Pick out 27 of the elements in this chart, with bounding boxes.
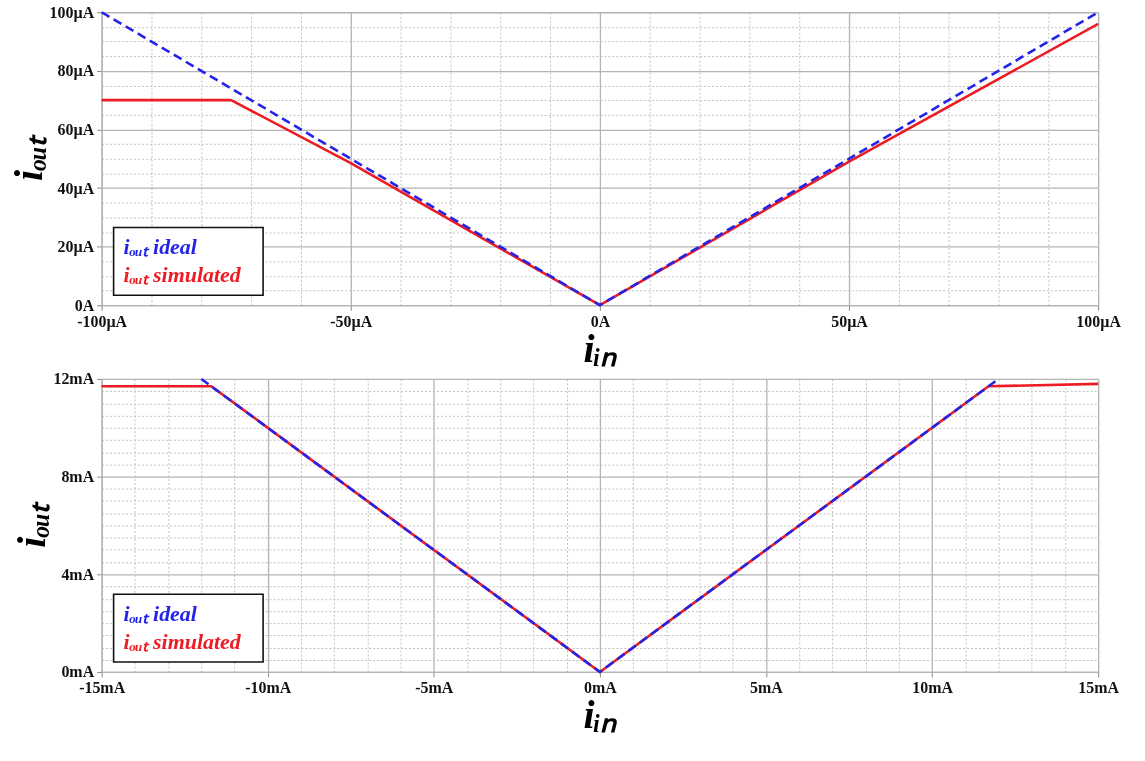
y-tick-label: 20µA [57,238,95,257]
y-tick-label: 4mA [61,565,95,583]
y-tick-label: 100µA [49,3,95,22]
text: iₒᵤₜ simulated [123,629,242,655]
y-tick-label: 0A [74,296,95,314]
text: iₒᵤₜ ideal [123,601,198,627]
y-tick-label: 0mA [61,663,95,681]
y-tick-label: 8mA [61,468,95,486]
x-tick-label: 15mA [1078,679,1120,697]
y-axis-title: iₒᵤₜ [5,134,51,182]
text: iₒᵤₜ ideal [123,234,198,260]
x-tick-label: 50µA [831,312,869,331]
y-tick-label: 80µA [57,62,95,81]
y-tick-label: 60µA [57,120,95,139]
x-tick-label: -5mA [415,679,454,697]
x-tick-label: 100µA [1076,312,1122,331]
y-tick-label: 12mA [53,370,95,388]
text: iₒᵤₜ simulated [123,262,242,288]
x-tick-label: -50µA [330,312,373,331]
y-axis-title: iₒᵤₜ [9,501,55,548]
x-tick-label: 5mA [750,679,784,697]
x-tick-label: 0A [590,312,611,330]
x-tick-label: 10mA [912,679,954,697]
x-tick-label: -15mA [79,679,126,697]
x-tick-label: -10mA [245,679,292,697]
x-tick-label: -100µA [77,312,128,331]
y-tick-label: 40µA [57,179,95,198]
